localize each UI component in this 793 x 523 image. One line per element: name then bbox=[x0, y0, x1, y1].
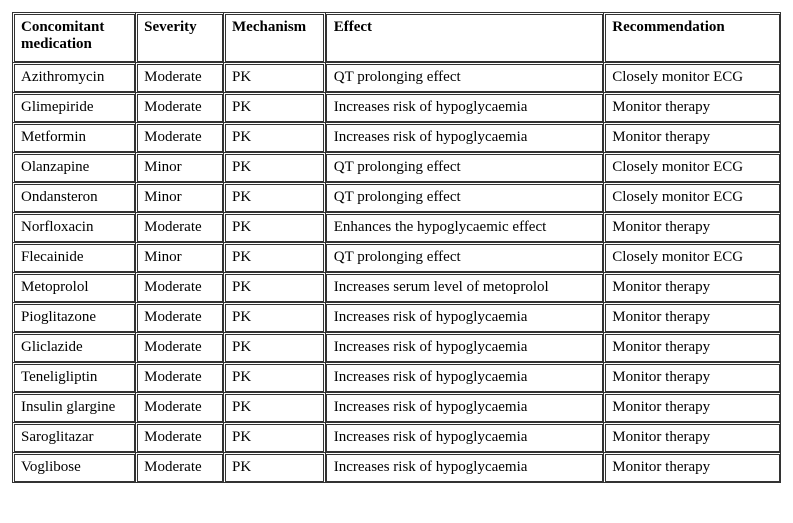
cell-recommendation: Closely monitor ECG bbox=[604, 153, 781, 183]
table-header-row: Concomitant medication Severity Mechanis… bbox=[13, 13, 781, 63]
cell-severity: Moderate bbox=[136, 303, 224, 333]
cell-recommendation: Monitor therapy bbox=[604, 333, 781, 363]
cell-effect: Increases risk of hypoglycaemia bbox=[325, 363, 603, 393]
cell-medication: Gliclazide bbox=[13, 333, 136, 363]
cell-recommendation: Monitor therapy bbox=[604, 423, 781, 453]
cell-effect: Enhances the hypoglycaemic effect bbox=[325, 213, 603, 243]
cell-mechanism: PK bbox=[224, 303, 326, 333]
cell-severity: Moderate bbox=[136, 63, 224, 93]
cell-medication: Ondansteron bbox=[13, 183, 136, 213]
cell-medication: Teneligliptin bbox=[13, 363, 136, 393]
cell-recommendation: Monitor therapy bbox=[604, 393, 781, 423]
cell-mechanism: PK bbox=[224, 273, 326, 303]
cell-effect: Increases risk of hypoglycaemia bbox=[325, 93, 603, 123]
table-row: SaroglitazarModeratePKIncreases risk of … bbox=[13, 423, 781, 453]
table-row: TeneligliptinModeratePKIncreases risk of… bbox=[13, 363, 781, 393]
cell-recommendation: Monitor therapy bbox=[604, 213, 781, 243]
cell-severity: Moderate bbox=[136, 453, 224, 483]
cell-recommendation: Monitor therapy bbox=[604, 363, 781, 393]
cell-medication: Norfloxacin bbox=[13, 213, 136, 243]
cell-recommendation: Monitor therapy bbox=[604, 453, 781, 483]
cell-effect: Increases serum level of metoprolol bbox=[325, 273, 603, 303]
cell-medication: Pioglitazone bbox=[13, 303, 136, 333]
cell-effect: Increases risk of hypoglycaemia bbox=[325, 393, 603, 423]
cell-medication: Flecainide bbox=[13, 243, 136, 273]
cell-severity: Moderate bbox=[136, 123, 224, 153]
cell-recommendation: Closely monitor ECG bbox=[604, 63, 781, 93]
cell-effect: QT prolonging effect bbox=[325, 243, 603, 273]
cell-medication: Voglibose bbox=[13, 453, 136, 483]
cell-effect: Increases risk of hypoglycaemia bbox=[325, 123, 603, 153]
cell-mechanism: PK bbox=[224, 423, 326, 453]
cell-mechanism: PK bbox=[224, 183, 326, 213]
cell-recommendation: Monitor therapy bbox=[604, 93, 781, 123]
cell-effect: QT prolonging effect bbox=[325, 183, 603, 213]
cell-recommendation: Closely monitor ECG bbox=[604, 243, 781, 273]
table-row: OlanzapineMinorPKQT prolonging effectClo… bbox=[13, 153, 781, 183]
cell-effect: QT prolonging effect bbox=[325, 63, 603, 93]
column-header-medication: Concomitant medication bbox=[13, 13, 136, 63]
cell-mechanism: PK bbox=[224, 243, 326, 273]
cell-medication: Metoprolol bbox=[13, 273, 136, 303]
table-row: MetforminModeratePKIncreases risk of hyp… bbox=[13, 123, 781, 153]
cell-mechanism: PK bbox=[224, 213, 326, 243]
cell-effect: QT prolonging effect bbox=[325, 153, 603, 183]
cell-mechanism: PK bbox=[224, 153, 326, 183]
cell-recommendation: Closely monitor ECG bbox=[604, 183, 781, 213]
cell-medication: Azithromycin bbox=[13, 63, 136, 93]
cell-severity: Moderate bbox=[136, 393, 224, 423]
cell-severity: Moderate bbox=[136, 363, 224, 393]
table-row: Insulin glargineModeratePKIncreases risk… bbox=[13, 393, 781, 423]
cell-severity: Moderate bbox=[136, 423, 224, 453]
cell-severity: Minor bbox=[136, 243, 224, 273]
column-header-recommendation: Recommendation bbox=[604, 13, 781, 63]
cell-mechanism: PK bbox=[224, 123, 326, 153]
cell-recommendation: Monitor therapy bbox=[604, 273, 781, 303]
cell-severity: Minor bbox=[136, 183, 224, 213]
table-row: OndansteronMinorPKQT prolonging effectCl… bbox=[13, 183, 781, 213]
cell-effect: Increases risk of hypoglycaemia bbox=[325, 423, 603, 453]
column-header-severity: Severity bbox=[136, 13, 224, 63]
cell-mechanism: PK bbox=[224, 63, 326, 93]
table-row: VogliboseModeratePKIncreases risk of hyp… bbox=[13, 453, 781, 483]
cell-effect: Increases risk of hypoglycaemia bbox=[325, 303, 603, 333]
cell-medication: Insulin glargine bbox=[13, 393, 136, 423]
table-body: AzithromycinModeratePKQT prolonging effe… bbox=[13, 63, 781, 483]
cell-severity: Moderate bbox=[136, 213, 224, 243]
table-row: FlecainideMinorPKQT prolonging effectClo… bbox=[13, 243, 781, 273]
table-row: AzithromycinModeratePKQT prolonging effe… bbox=[13, 63, 781, 93]
table-row: NorfloxacinModeratePKEnhances the hypogl… bbox=[13, 213, 781, 243]
cell-medication: Saroglitazar bbox=[13, 423, 136, 453]
column-header-effect: Effect bbox=[325, 13, 603, 63]
table-row: MetoprololModeratePKIncreases serum leve… bbox=[13, 273, 781, 303]
cell-medication: Metformin bbox=[13, 123, 136, 153]
medication-interactions-table: Concomitant medication Severity Mechanis… bbox=[12, 12, 781, 483]
cell-mechanism: PK bbox=[224, 333, 326, 363]
cell-effect: Increases risk of hypoglycaemia bbox=[325, 453, 603, 483]
column-header-mechanism: Mechanism bbox=[224, 13, 326, 63]
cell-effect: Increases risk of hypoglycaemia bbox=[325, 333, 603, 363]
cell-mechanism: PK bbox=[224, 363, 326, 393]
cell-mechanism: PK bbox=[224, 393, 326, 423]
cell-recommendation: Monitor therapy bbox=[604, 303, 781, 333]
cell-medication: Glimepiride bbox=[13, 93, 136, 123]
cell-mechanism: PK bbox=[224, 93, 326, 123]
cell-mechanism: PK bbox=[224, 453, 326, 483]
cell-recommendation: Monitor therapy bbox=[604, 123, 781, 153]
table-row: PioglitazoneModeratePKIncreases risk of … bbox=[13, 303, 781, 333]
cell-medication: Olanzapine bbox=[13, 153, 136, 183]
table-row: GlimepirideModeratePKIncreases risk of h… bbox=[13, 93, 781, 123]
table-row: GliclazideModeratePKIncreases risk of hy… bbox=[13, 333, 781, 363]
cell-severity: Minor bbox=[136, 153, 224, 183]
cell-severity: Moderate bbox=[136, 333, 224, 363]
cell-severity: Moderate bbox=[136, 93, 224, 123]
cell-severity: Moderate bbox=[136, 273, 224, 303]
